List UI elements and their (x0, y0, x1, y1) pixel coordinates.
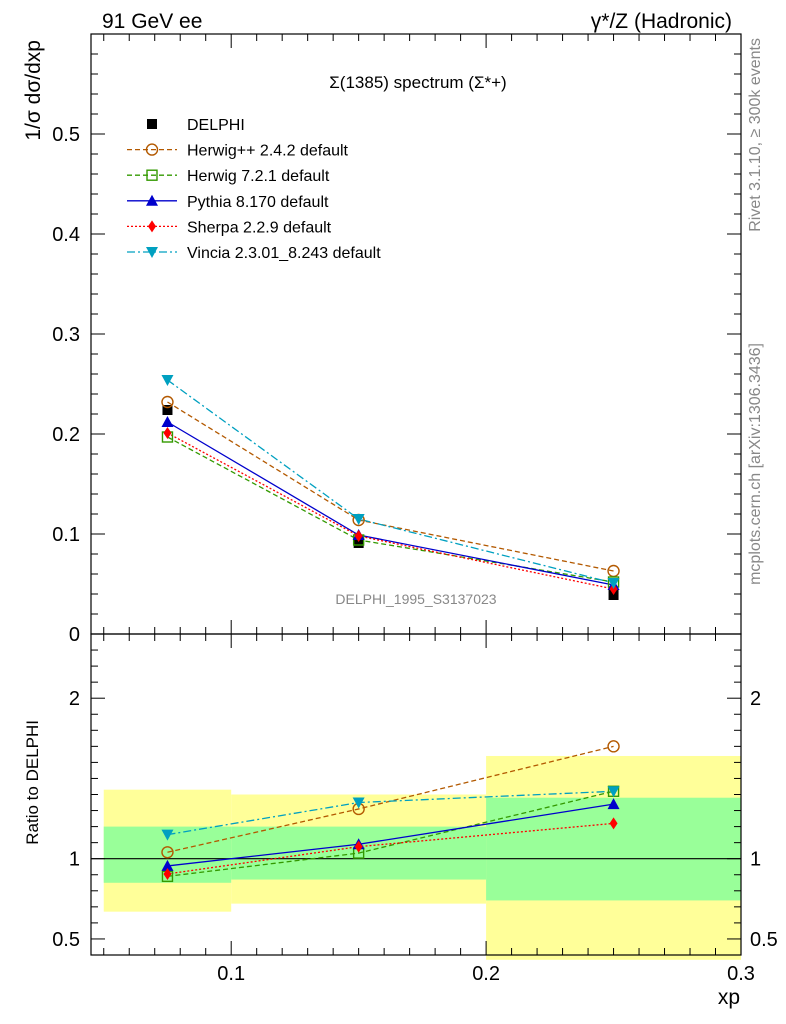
ratio-data-point (161, 859, 174, 871)
main-series-line (167, 436, 614, 583)
ratio-ylabel: Ratio to DELPHI (23, 720, 42, 845)
legend-marker (147, 119, 157, 129)
main-ytick-label: 0 (69, 624, 80, 646)
main-data-point (607, 578, 620, 589)
legend-label: Pythia 8.170 default (187, 194, 329, 211)
ratio-data-point (163, 867, 172, 880)
main-data-point (161, 375, 174, 386)
main-data-point (162, 405, 173, 415)
main-series-line (167, 432, 614, 590)
xtick-label: 0.1 (217, 963, 245, 985)
legend-marker (146, 247, 158, 258)
main-data-point (163, 427, 172, 439)
main-series-line (167, 421, 614, 586)
ratio-ytick-label-left: 2 (69, 688, 80, 710)
analysis-tag: DELPHI_1995_S3137023 (335, 591, 496, 607)
ratio-data-point (607, 786, 620, 798)
legend-marker (148, 220, 156, 233)
legend-label: DELPHI (187, 117, 245, 134)
ratio-ytick-label-left: 0.5 (52, 929, 80, 951)
main-ylabel: 1/σ dσ/dxp (22, 40, 45, 141)
ratio-ytick-label-right: 2 (750, 688, 761, 710)
legend-marker (146, 169, 158, 181)
rivet-label: Rivet 3.1.10, ≥ 300k events (747, 38, 764, 232)
header-right: γ*/Z (Hadronic) (591, 10, 732, 33)
ratio-panel: 0.5 0.5 1 1 2 2 0.1 0.2 0.3 (52, 633, 778, 985)
legend: DELPHI Herwig++ 2.4.2 default Herwig 7.2.1… (127, 117, 381, 262)
main-data-point (354, 530, 363, 542)
x-axis-label: xp (718, 986, 740, 1009)
ratio-data-point (607, 740, 620, 753)
plot-title: Σ(1385) spectrum (Σ*+) (329, 73, 506, 92)
xtick-label: 0.3 (727, 963, 755, 985)
main-series-line (167, 379, 614, 584)
main-ytick-label: 0.3 (52, 324, 80, 346)
legend-label: Herwig++ 2.4.2 default (187, 143, 349, 160)
legend-label: Herwig 7.2.1 default (187, 168, 330, 185)
ratio-series-line (167, 790, 614, 878)
header-left: 91 GeV ee (102, 10, 202, 33)
ratio-data-point (161, 829, 174, 841)
main-ytick-label: 0.5 (52, 124, 80, 146)
ratio-ytick-label-right: 1 (750, 849, 761, 871)
ratio-data-point (354, 840, 363, 853)
legend-marker (145, 143, 159, 156)
main-ytick-label: 0.1 (52, 524, 80, 546)
ratio-data-point (607, 798, 620, 810)
main-data-point (161, 395, 174, 409)
main-data-point (353, 538, 364, 548)
legend-marker (146, 194, 158, 206)
main-panel: 0 0.1 0.2 0.3 0.4 0.5 (52, 33, 742, 646)
ratio-ytick-label-left: 1 (69, 849, 80, 871)
main-ytick-label: 0.4 (52, 224, 80, 246)
legend-label: Vincia 2.3.01_8.243 default (187, 245, 381, 262)
mcplots-label: mcplots.cern.ch [arXiv:1306.3436] (747, 343, 764, 585)
ratio-ytick-label-right: 0.5 (750, 929, 778, 951)
ratio-band-inner (486, 797, 741, 901)
xtick-label: 0.2 (472, 963, 500, 985)
legend-label: Sherpa 2.2.9 default (187, 219, 332, 236)
main-data-point (352, 514, 365, 525)
ratio-data-point (161, 846, 174, 859)
ratio-data-point (609, 817, 618, 830)
main-data-point (161, 416, 174, 427)
ratio-series-line (167, 745, 614, 853)
ratio-data-point (352, 797, 365, 809)
main-ytick-label: 0.2 (52, 424, 80, 446)
